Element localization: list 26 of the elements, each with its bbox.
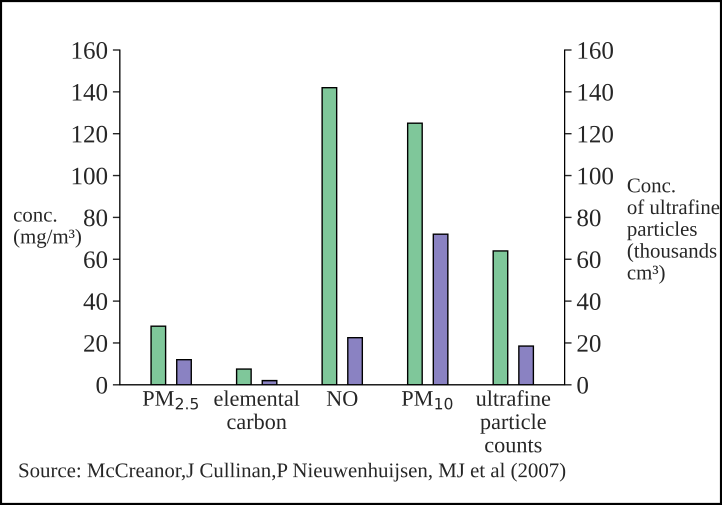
x-tick-label: NO [326, 391, 358, 406]
y-tick-label: 60 [84, 251, 108, 268]
y-tick-label: 140 [72, 84, 108, 101]
y2-tick-label: 80 [577, 209, 600, 226]
y2-tick-label: 0 [577, 376, 588, 394]
y2-tick-label: 40 [576, 293, 600, 310]
y-tick-label: 20 [84, 335, 108, 352]
y-tick-label: 0 [96, 376, 108, 394]
y2-tick-label: 20 [578, 335, 600, 352]
y-tick-label: 120 [72, 126, 108, 143]
x-tick-label: PM$_{2.5}$ [142, 391, 198, 410]
y2-tick-label: 120 [578, 126, 613, 143]
y-tick-label: 40 [84, 293, 108, 310]
y-tick-label: 80 [84, 209, 108, 226]
source-note: Source: McCreanor,J Cullinan,P Nieuwenhuijsen, MJ et al (2007) [19, 462, 566, 482]
x-tick-label: ultrafine particle counts [476, 390, 550, 452]
y2-axis-title: Conc. of ultrafine particles (thousands cm³) [627, 178, 720, 284]
x-tick-label: elemental carbon [214, 390, 300, 430]
y2-tick-label: 140 [578, 84, 613, 101]
y2-tick-label: 100 [578, 168, 613, 184]
x-tick-label: PM$_{10}$ [402, 391, 452, 410]
y-axis-title: conc. (mg/m³) [14, 212, 81, 248]
y-tick-label: 160 [72, 42, 108, 59]
y-tick-label: 100 [72, 168, 108, 184]
y2-tick-label: 160 [578, 42, 613, 59]
y2-tick-label: 60 [577, 251, 600, 268]
